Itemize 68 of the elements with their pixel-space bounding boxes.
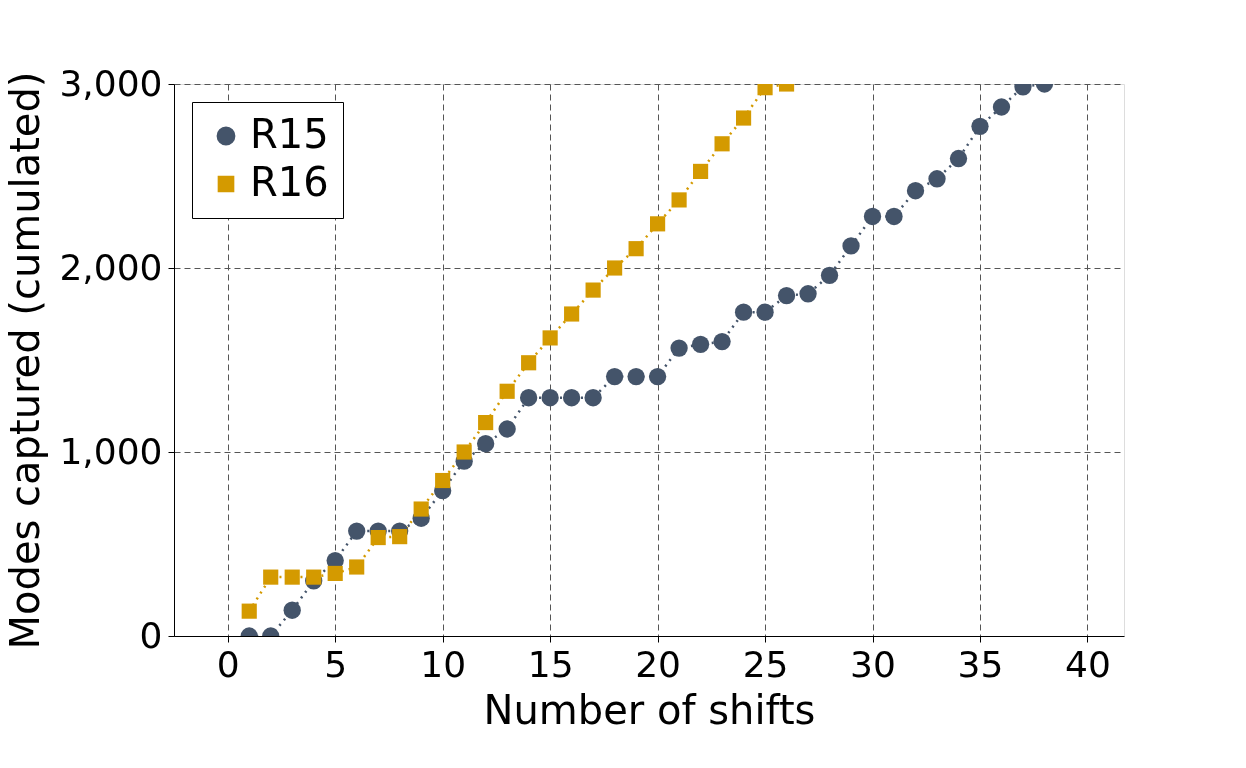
point <box>691 335 710 353</box>
point <box>906 182 925 200</box>
point <box>284 569 300 585</box>
point <box>928 170 946 188</box>
point <box>992 98 1011 116</box>
point <box>693 163 709 179</box>
y-tick-label: 0 <box>139 614 163 656</box>
point <box>542 330 558 346</box>
point <box>456 444 472 460</box>
point <box>413 501 429 517</box>
point <box>584 389 602 407</box>
x-tick-label: 25 <box>742 643 789 685</box>
point <box>628 241 644 257</box>
point <box>498 420 516 438</box>
point <box>735 110 752 126</box>
point <box>283 601 301 619</box>
point <box>349 559 365 575</box>
x-tick-label: 0 <box>216 643 240 685</box>
point <box>605 367 624 386</box>
point <box>842 237 860 255</box>
y-tick-label: 3,000 <box>59 62 163 104</box>
point <box>734 303 753 321</box>
point <box>777 286 796 305</box>
x-tick-label: 35 <box>957 643 1004 685</box>
x-axis-title: Number of shifts <box>483 686 816 733</box>
point <box>714 136 730 152</box>
point <box>607 260 623 276</box>
point <box>627 367 645 386</box>
legend-label: R16 <box>250 159 329 205</box>
point <box>241 603 257 619</box>
x-tick-label: 10 <box>420 643 467 685</box>
point <box>435 472 451 489</box>
y-tick-label: 1,000 <box>59 430 163 472</box>
point <box>327 565 343 582</box>
x-tick-label: 30 <box>850 643 896 685</box>
point <box>650 216 666 232</box>
x-tick-label: 20 <box>635 643 681 685</box>
point <box>306 569 322 585</box>
point <box>370 529 386 546</box>
x-tick-label: 40 <box>1065 643 1111 685</box>
point <box>499 383 515 399</box>
y-tick-label: 2,000 <box>59 246 163 288</box>
x-tick-label: 15 <box>527 643 574 685</box>
point <box>885 207 903 226</box>
x-tick-label: 5 <box>324 643 348 685</box>
y-axis-title: Modes captured (cumulated) <box>2 71 49 650</box>
legend-label: R15 <box>250 111 329 157</box>
point <box>713 332 731 351</box>
point <box>820 266 839 284</box>
point <box>478 414 494 431</box>
point <box>348 522 366 540</box>
point <box>756 303 774 321</box>
point <box>476 435 495 453</box>
point <box>263 569 279 585</box>
point <box>799 285 817 303</box>
point <box>671 192 687 208</box>
point <box>519 389 538 407</box>
point <box>521 355 537 371</box>
point <box>564 306 580 322</box>
point <box>971 117 989 135</box>
point <box>541 389 559 407</box>
point <box>863 207 882 226</box>
point <box>585 282 601 298</box>
point <box>648 367 667 386</box>
point <box>949 149 968 168</box>
point <box>392 529 408 545</box>
point <box>562 389 581 407</box>
point <box>670 339 688 357</box>
